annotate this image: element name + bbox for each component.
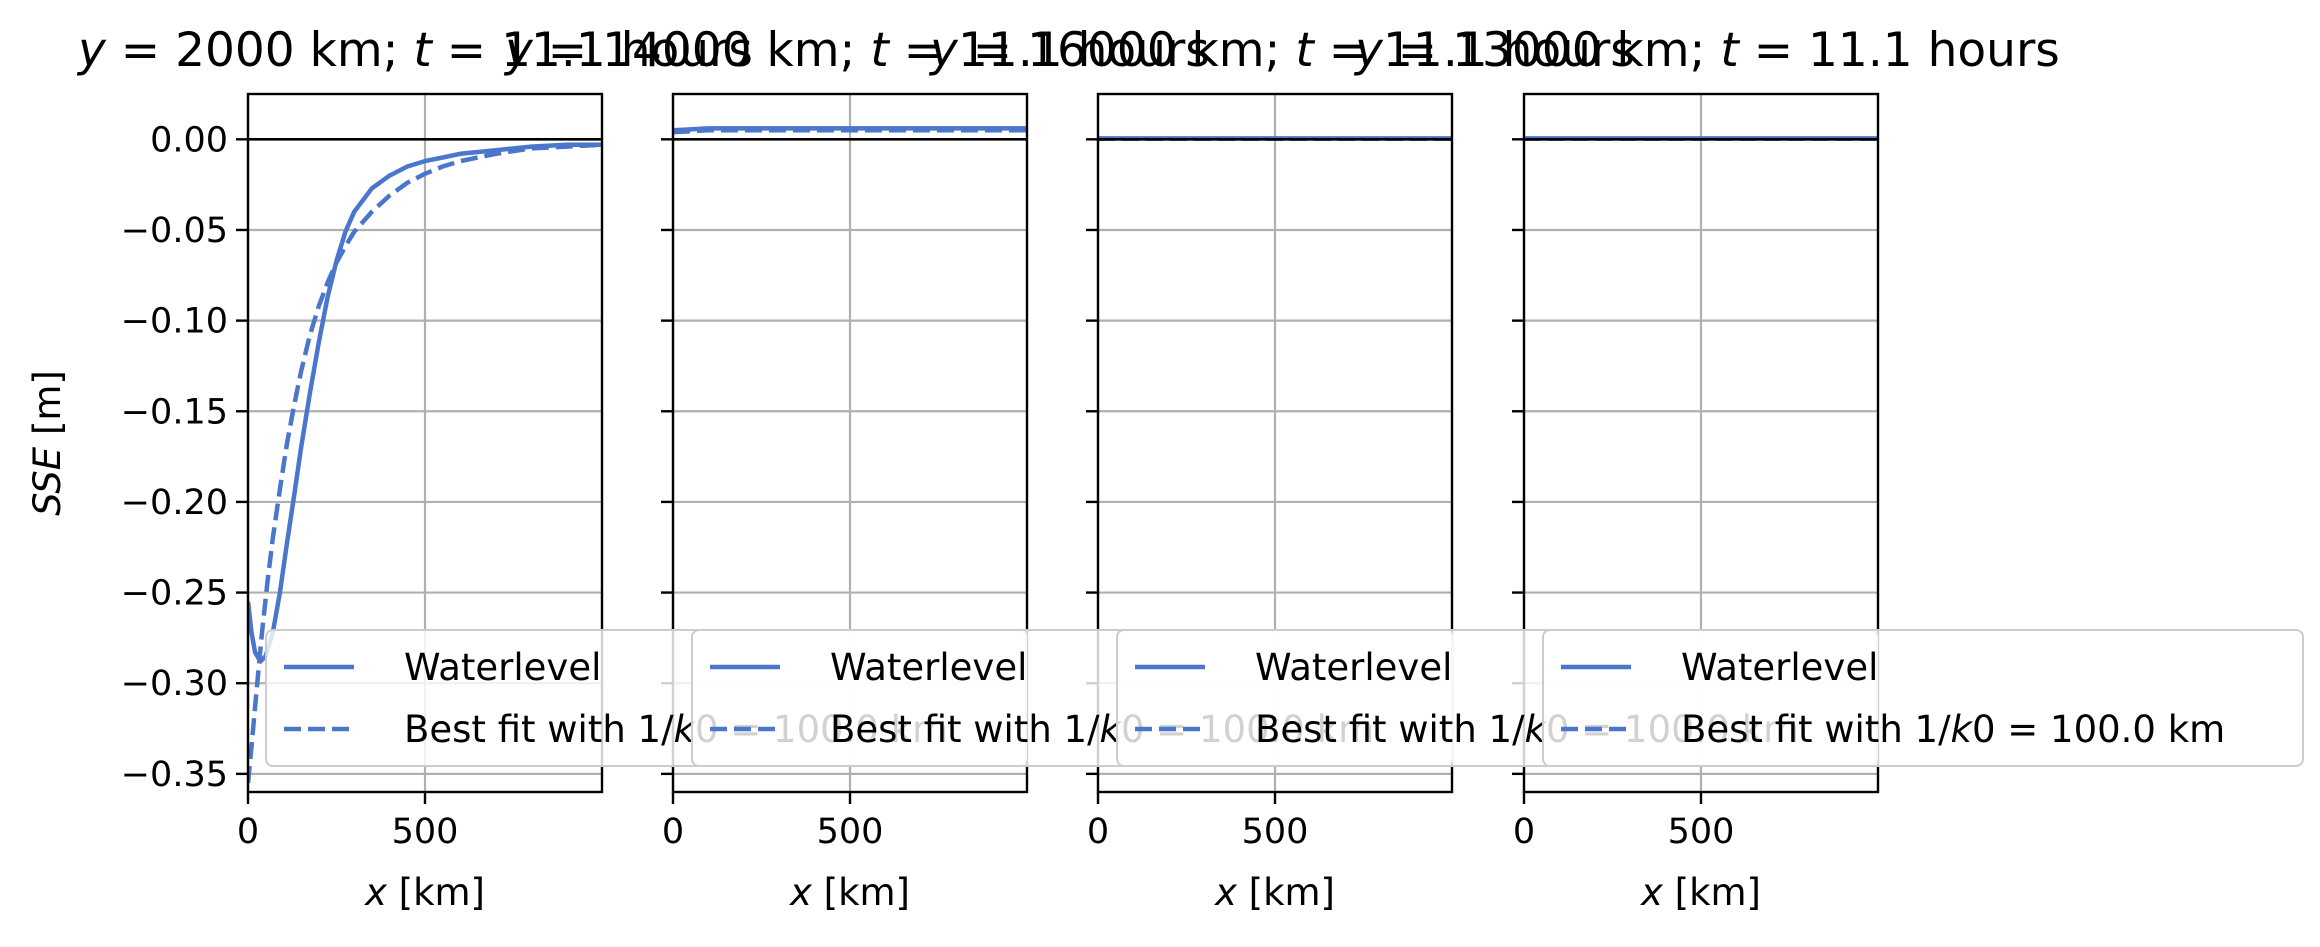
x-tick-label: 500: [817, 812, 884, 852]
x-tick-label: 0: [1087, 812, 1109, 852]
legend-label-waterlevel: Waterlevel: [1681, 646, 1878, 689]
y-tick-label: −0.15: [121, 392, 228, 432]
y-tick-label: 0.00: [150, 120, 228, 160]
x-tick-label: 500: [392, 812, 459, 852]
y-tick-label: −0.20: [121, 483, 228, 523]
x-axis-label: x [km]: [1640, 871, 1761, 914]
legend-box: [1542, 629, 2304, 767]
legend: Waterlevel Best fit with 1/k0 = 100.0 km: [1542, 629, 2304, 767]
panel-title: y = 2000 km; t = 11.1 hours: [76, 23, 753, 78]
series-best-fit-line: [673, 128, 1027, 135]
x-tick-label: 0: [1513, 812, 1535, 852]
panel-title: y = 16000 km; t = 11.1 hours: [928, 23, 1635, 78]
x-axis-label: x [km]: [789, 871, 910, 914]
x-tick-label: 0: [662, 812, 684, 852]
legend-label-best-fit: Best fit with 1/k0 = 100.0 km: [1681, 708, 2225, 751]
legend-label-waterlevel: Waterlevel: [1255, 646, 1452, 689]
y-axis-label: SSE [m]: [26, 370, 69, 516]
plot-area: [673, 126, 1027, 135]
y-tick-label: −0.25: [121, 574, 228, 614]
x-axis-label: x [km]: [364, 871, 485, 914]
y-tick-label: −0.35: [121, 755, 228, 795]
y-tick-label: −0.30: [121, 664, 228, 704]
panel-title: y = 13000 km; t = 11.1 hours: [1353, 23, 2060, 78]
series-best-fit-line: [248, 142, 602, 784]
x-axis-label: x [km]: [1214, 871, 1335, 914]
legend-label-waterlevel: Waterlevel: [404, 646, 601, 689]
x-tick-label: 0: [237, 812, 259, 852]
panel-title: y = 14000 km; t = 11.1 hours: [503, 23, 1210, 78]
legend-label-waterlevel: Waterlevel: [830, 646, 1027, 689]
x-tick-label: 500: [1242, 812, 1309, 852]
y-tick-label: −0.05: [121, 211, 228, 251]
x-tick-label: 500: [1668, 812, 1735, 852]
y-tick-label: −0.10: [121, 302, 228, 342]
